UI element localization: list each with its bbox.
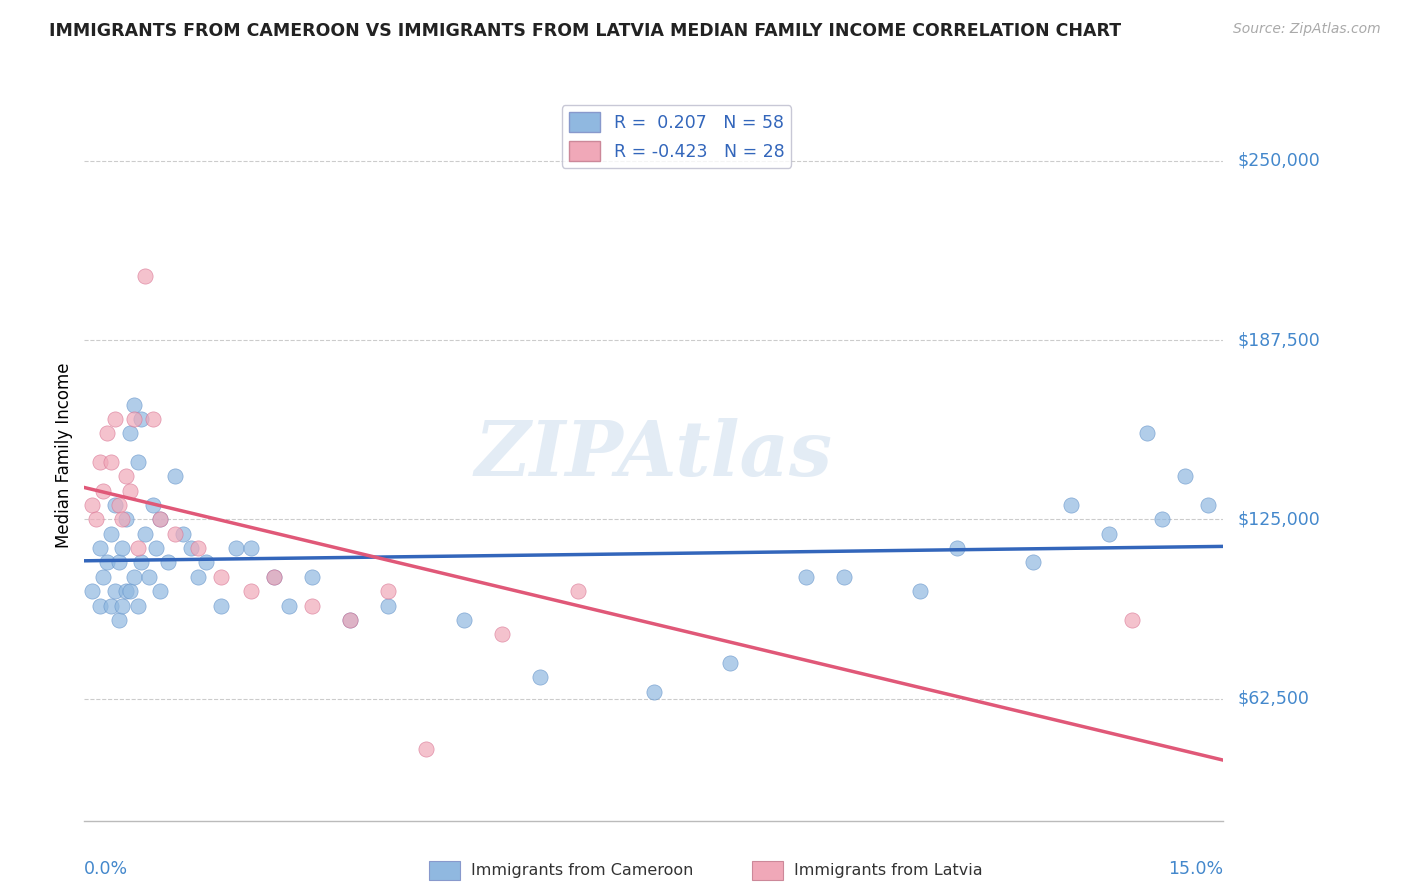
Point [122,398,145,412]
Point [567,584,589,599]
Point [118,483,141,498]
Point [111,599,134,613]
Point [127,541,149,556]
Point [100,455,122,469]
Point [115,469,138,483]
Point [145,541,167,556]
Text: $250,000: $250,000 [1237,152,1320,169]
Point [142,412,165,426]
Text: Immigrants from Cameroon: Immigrants from Cameroon [471,863,693,878]
Point [194,556,217,570]
Point [115,512,138,526]
Point [377,599,399,613]
Point [453,613,475,627]
Point [1121,613,1143,627]
Point [134,268,156,283]
Y-axis label: Median Family Income: Median Family Income [55,362,73,548]
Point [122,570,145,584]
Point [149,512,172,526]
Point [96,556,118,570]
Text: IMMIGRANTS FROM CAMEROON VS IMMIGRANTS FROM LATVIA MEDIAN FAMILY INCOME CORRELAT: IMMIGRANTS FROM CAMEROON VS IMMIGRANTS F… [49,22,1122,40]
Point [263,570,285,584]
Point [100,599,122,613]
Point [80,584,103,599]
Point [946,541,969,556]
Point [89,599,111,613]
Point [263,570,285,584]
Point [104,412,127,426]
Point [278,599,301,613]
Point [134,526,156,541]
Point [491,627,513,641]
Point [111,512,134,526]
Point [240,541,263,556]
Text: $62,500: $62,500 [1237,690,1309,707]
Text: Source: ZipAtlas.com: Source: ZipAtlas.com [1233,22,1381,37]
Point [209,570,232,584]
Point [156,556,179,570]
Point [1060,498,1083,512]
Point [908,584,931,599]
Point [832,570,855,584]
Point [107,498,129,512]
Point [104,584,127,599]
Point [129,556,153,570]
Point [93,570,115,584]
Point [80,498,103,512]
Point [1136,426,1159,441]
Point [100,526,122,541]
Point [172,526,194,541]
Text: Immigrants from Latvia: Immigrants from Latvia [794,863,983,878]
Point [115,584,138,599]
Legend: R =  0.207   N = 58, R = -0.423   N = 28: R = 0.207 N = 58, R = -0.423 N = 28 [561,105,792,168]
Point [118,584,141,599]
Point [89,541,111,556]
Point [138,570,160,584]
Point [142,498,165,512]
Point [89,455,111,469]
Point [209,599,232,613]
Point [301,599,323,613]
Point [1152,512,1174,526]
Point [165,469,187,483]
Point [339,613,361,627]
Point [165,526,187,541]
Point [111,541,134,556]
Point [643,684,665,698]
Point [127,599,149,613]
Text: $125,000: $125,000 [1237,510,1320,528]
Point [718,656,741,670]
Point [529,670,551,684]
Point [1098,526,1121,541]
Point [107,613,129,627]
Point [377,584,399,599]
Point [187,570,209,584]
Point [118,426,141,441]
Point [1197,498,1219,512]
Point [122,412,145,426]
Point [225,541,247,556]
Point [180,541,202,556]
Point [794,570,817,584]
Point [415,742,437,756]
Point [149,584,172,599]
Point [240,584,263,599]
Text: $187,500: $187,500 [1237,331,1320,349]
Point [93,483,115,498]
Text: 15.0%: 15.0% [1168,860,1223,878]
Point [339,613,361,627]
Point [107,556,129,570]
Text: 0.0%: 0.0% [84,860,128,878]
Point [1022,556,1045,570]
Point [96,426,118,441]
Point [149,512,172,526]
Point [127,455,149,469]
Point [1174,469,1197,483]
Point [187,541,209,556]
Point [129,412,153,426]
Text: ZIPAtlas: ZIPAtlas [475,418,832,491]
Point [84,512,107,526]
Point [104,498,127,512]
Point [301,570,323,584]
